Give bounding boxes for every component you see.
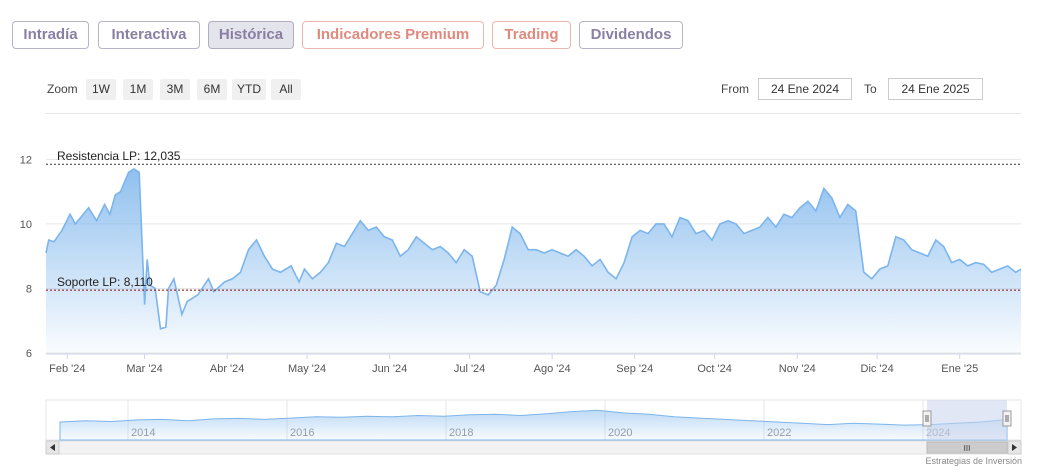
scrollbar-grip-icon: III — [964, 444, 971, 453]
price-line — [45, 168, 1022, 330]
resistance-label: Resistencia LP: 12,035 — [57, 149, 181, 163]
zoom-3m-button[interactable]: 3M — [160, 79, 190, 100]
x-tick-label: Ago '24 — [534, 363, 571, 375]
price-area — [46, 169, 1021, 353]
zoom-all-button[interactable]: All — [271, 79, 301, 100]
x-tick-label: Dic '24 — [861, 363, 894, 375]
x-tick-label: Sep '24 — [616, 363, 653, 375]
x-tick-label: Nov '24 — [779, 363, 816, 375]
zoom-6m-button[interactable]: 6M — [197, 79, 227, 100]
scrollbar-track[interactable] — [45, 440, 1022, 455]
zoom-label: Zoom — [47, 82, 78, 96]
x-tick-label: Ene '25 — [941, 363, 978, 375]
navigator[interactable]: 201420162018202020222024 — [45, 399, 1022, 441]
x-axis: Feb '24 Mar '24 Abr '24 May '24 Jun '24 Jul '… — [49, 354, 978, 375]
arrow-right-icon — [1012, 444, 1017, 451]
tab-interactiva[interactable]: Interactiva — [98, 21, 200, 49]
scrollbar-thumb[interactable] — [926, 441, 1008, 454]
to-label: To — [864, 82, 877, 96]
navigator-series — [59, 409, 1008, 441]
scrollbar[interactable]: III — [45, 440, 1022, 455]
y-tick-label: 10 — [20, 219, 32, 231]
navigator-handle-left[interactable] — [922, 410, 932, 427]
tab-intradia[interactable]: Intradía — [12, 21, 89, 49]
tab-historica[interactable]: Histórica — [208, 21, 294, 49]
navigator-selection[interactable] — [927, 400, 1007, 440]
from-date-input[interactable]: 24 Ene 2024 — [758, 78, 852, 100]
y-tick-label: 8 — [26, 283, 32, 295]
to-date-input[interactable]: 24 Ene 2025 — [888, 78, 983, 100]
credits-label: Estrategias de Inversión — [925, 456, 1022, 466]
tab-trading[interactable]: Trading — [492, 21, 571, 49]
x-tick-label: Jul '24 — [454, 363, 485, 375]
y-tick-label: 6 — [26, 348, 32, 360]
from-label: From — [721, 82, 749, 96]
y-tick-label: 12 — [20, 154, 32, 166]
x-tick-label: Mar '24 — [126, 363, 162, 375]
annotations: Resistencia LP: 12,035 Soporte LP: 8,110 — [46, 149, 1021, 291]
arrow-left-icon — [50, 444, 55, 451]
support-label: Soporte LP: 8,110 — [57, 275, 153, 289]
toolbar-divider — [46, 113, 1021, 114]
x-tick-label: Abr '24 — [210, 363, 245, 375]
zoom-1m-button[interactable]: 1M — [123, 79, 153, 100]
navigator-handle-right[interactable] — [1002, 410, 1012, 427]
zoom-ytd-button[interactable]: YTD — [232, 79, 266, 100]
x-tick-label: May '24 — [288, 363, 326, 375]
x-tick-label: Feb '24 — [49, 363, 85, 375]
zoom-1w-button[interactable]: 1W — [86, 79, 116, 100]
y-axis: 6 8 10 12 — [20, 154, 32, 360]
x-tick-label: Oct '24 — [697, 363, 732, 375]
tab-dividendos[interactable]: Dividendos — [579, 21, 683, 49]
x-tick-label: Jun '24 — [372, 363, 407, 375]
tab-indicadores-premium[interactable]: Indicadores Premium — [302, 21, 484, 49]
